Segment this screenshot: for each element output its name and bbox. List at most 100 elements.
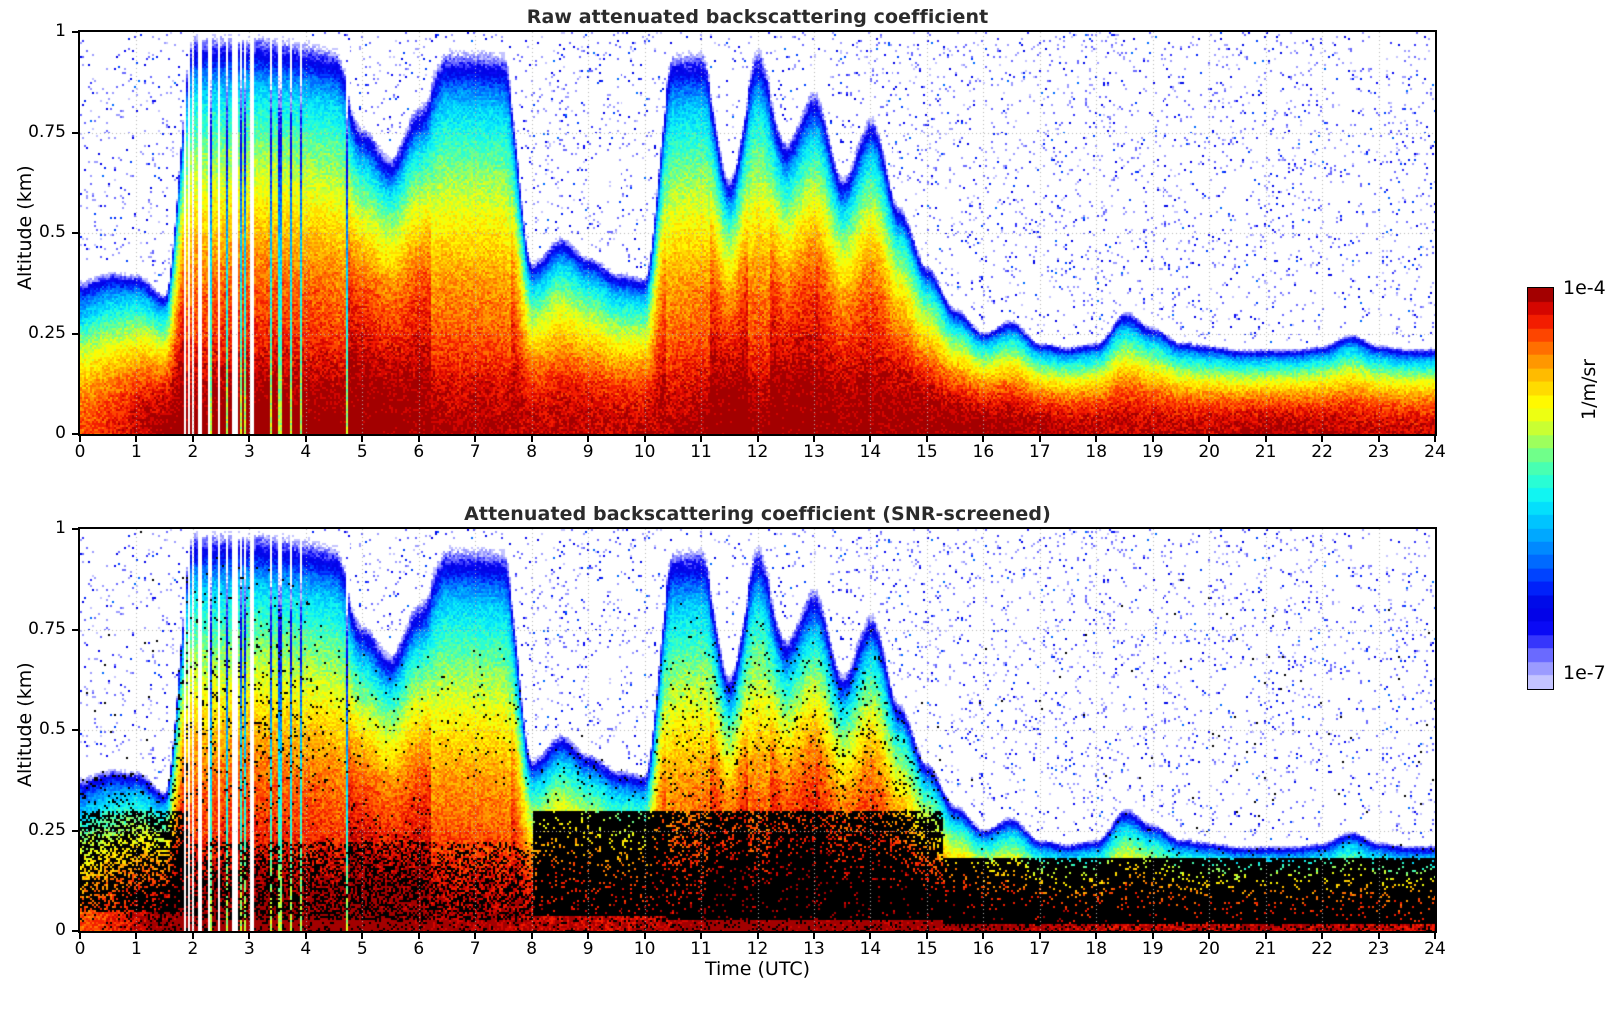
x-axis-label: Time (UTC) bbox=[704, 958, 811, 980]
heatmap-raw bbox=[80, 32, 1435, 434]
x-tick-label-raw-3: 3 bbox=[243, 442, 255, 462]
colorbar[interactable] bbox=[1527, 287, 1554, 690]
colorbar-min-label: 1e-7 bbox=[1563, 662, 1606, 684]
x-tick-label-raw-7: 7 bbox=[469, 442, 481, 462]
x-tick-mark bbox=[869, 933, 872, 939]
x-tick-mark bbox=[248, 933, 251, 939]
x-tick-mark bbox=[248, 436, 251, 442]
y-tick-label-raw-0: 0 bbox=[55, 423, 66, 443]
x-tick-label-snr-8: 8 bbox=[526, 939, 538, 959]
x-tick-mark bbox=[925, 436, 928, 442]
x-tick-mark bbox=[1038, 436, 1041, 442]
x-tick-label-snr-13: 13 bbox=[803, 939, 825, 959]
x-tick-label-raw-12: 12 bbox=[746, 442, 769, 462]
x-tick-label-snr-20: 20 bbox=[1198, 939, 1220, 959]
plot-area-snr[interactable] bbox=[78, 527, 1437, 933]
x-tick-mark bbox=[1321, 436, 1324, 442]
x-tick-label-snr-3: 3 bbox=[243, 939, 255, 959]
x-tick-label-snr-21: 21 bbox=[1254, 939, 1277, 959]
x-tick-label-raw-22: 22 bbox=[1311, 442, 1333, 462]
x-tick-label-snr-15: 15 bbox=[916, 939, 938, 959]
x-tick-mark bbox=[135, 933, 138, 939]
y-tick-label-snr-0: 0 bbox=[55, 920, 66, 940]
x-tick-mark bbox=[1434, 436, 1436, 442]
x-tick-mark bbox=[304, 436, 307, 442]
x-tick-mark bbox=[135, 436, 138, 442]
x-tick-label-snr-6: 6 bbox=[413, 939, 425, 959]
y-tick-label-snr-1: 0.25 bbox=[28, 819, 66, 840]
y-tick-mark bbox=[72, 131, 78, 134]
y-tick-mark bbox=[72, 332, 78, 335]
y-tick-mark bbox=[72, 528, 78, 530]
x-tick-mark bbox=[1151, 933, 1154, 939]
x-tick-mark bbox=[587, 933, 590, 939]
panel-title-raw: Raw attenuated backscattering coefficien… bbox=[526, 6, 989, 28]
x-tick-label-raw-23: 23 bbox=[1367, 442, 1390, 462]
x-tick-mark bbox=[587, 436, 590, 442]
y-tick-label-raw-3: 0.75 bbox=[28, 121, 66, 142]
x-tick-label-snr-2: 2 bbox=[187, 939, 199, 959]
x-tick-mark bbox=[417, 933, 420, 939]
x-tick-mark bbox=[417, 436, 420, 442]
x-tick-mark bbox=[1208, 436, 1211, 442]
x-tick-mark bbox=[1264, 933, 1267, 939]
x-tick-label-raw-20: 20 bbox=[1198, 442, 1220, 462]
y-tick-mark bbox=[72, 829, 78, 832]
x-tick-mark bbox=[191, 436, 194, 442]
x-tick-mark bbox=[1151, 436, 1154, 442]
x-tick-mark bbox=[643, 933, 646, 939]
x-tick-label-raw-21: 21 bbox=[1254, 442, 1277, 462]
x-tick-mark bbox=[1377, 933, 1380, 939]
x-tick-mark bbox=[812, 933, 815, 939]
y-tick-mark bbox=[72, 628, 78, 631]
y-tick-label-raw-1: 0.25 bbox=[28, 322, 66, 343]
y-tick-label-raw-4: 1 bbox=[55, 21, 66, 41]
x-tick-mark bbox=[1095, 933, 1098, 939]
x-tick-mark bbox=[79, 436, 81, 442]
x-tick-label-snr-17: 17 bbox=[1028, 939, 1051, 959]
y-tick-label-snr-3: 0.75 bbox=[28, 618, 66, 639]
x-tick-label-snr-23: 23 bbox=[1367, 939, 1390, 959]
x-tick-mark bbox=[700, 933, 703, 939]
x-tick-mark bbox=[700, 436, 703, 442]
colorbar-max-label: 1e-4 bbox=[1563, 277, 1606, 299]
x-tick-label-raw-9: 9 bbox=[582, 442, 594, 462]
x-tick-label-snr-16: 16 bbox=[972, 939, 995, 959]
x-tick-mark bbox=[1321, 933, 1324, 939]
x-tick-mark bbox=[1095, 436, 1098, 442]
x-tick-label-snr-9: 9 bbox=[582, 939, 594, 959]
x-tick-label-snr-5: 5 bbox=[356, 939, 368, 959]
x-tick-mark bbox=[304, 933, 307, 939]
y-tick-mark bbox=[72, 930, 78, 932]
x-tick-label-snr-7: 7 bbox=[469, 939, 481, 959]
x-tick-label-snr-10: 10 bbox=[633, 939, 656, 959]
x-tick-mark bbox=[1038, 933, 1041, 939]
panel-title-snr: Attenuated backscattering coefficient (S… bbox=[464, 503, 1051, 525]
y-tick-mark bbox=[72, 729, 78, 731]
x-tick-label-raw-15: 15 bbox=[916, 442, 938, 462]
y-tick-label-snr-2: 0.5 bbox=[38, 719, 66, 739]
y-tick-label-raw-2: 0.5 bbox=[38, 222, 66, 242]
x-tick-label-snr-0: 0 bbox=[74, 939, 86, 959]
x-tick-label-raw-14: 14 bbox=[859, 442, 882, 462]
x-tick-label-raw-11: 11 bbox=[690, 442, 712, 462]
x-tick-label-raw-5: 5 bbox=[356, 442, 368, 462]
x-tick-mark bbox=[1377, 436, 1380, 442]
heatmap-snr bbox=[80, 529, 1435, 931]
x-tick-mark bbox=[643, 436, 646, 442]
colorbar-unit-label: 1/m/sr bbox=[1578, 358, 1600, 420]
x-tick-label-raw-0: 0 bbox=[74, 442, 86, 462]
x-tick-mark bbox=[812, 436, 815, 442]
x-tick-label-raw-24: 24 bbox=[1424, 442, 1446, 462]
plot-area-raw[interactable] bbox=[78, 30, 1437, 436]
x-tick-mark bbox=[982, 933, 985, 939]
x-tick-mark bbox=[1208, 933, 1211, 939]
x-tick-label-snr-4: 4 bbox=[300, 939, 312, 959]
y-tick-label-snr-4: 1 bbox=[55, 518, 66, 538]
x-tick-label-raw-13: 13 bbox=[803, 442, 825, 462]
x-tick-mark bbox=[925, 933, 928, 939]
x-tick-label-snr-22: 22 bbox=[1311, 939, 1333, 959]
x-tick-label-snr-11: 11 bbox=[690, 939, 712, 959]
x-tick-label-raw-19: 19 bbox=[1141, 442, 1164, 462]
x-tick-label-raw-17: 17 bbox=[1028, 442, 1051, 462]
